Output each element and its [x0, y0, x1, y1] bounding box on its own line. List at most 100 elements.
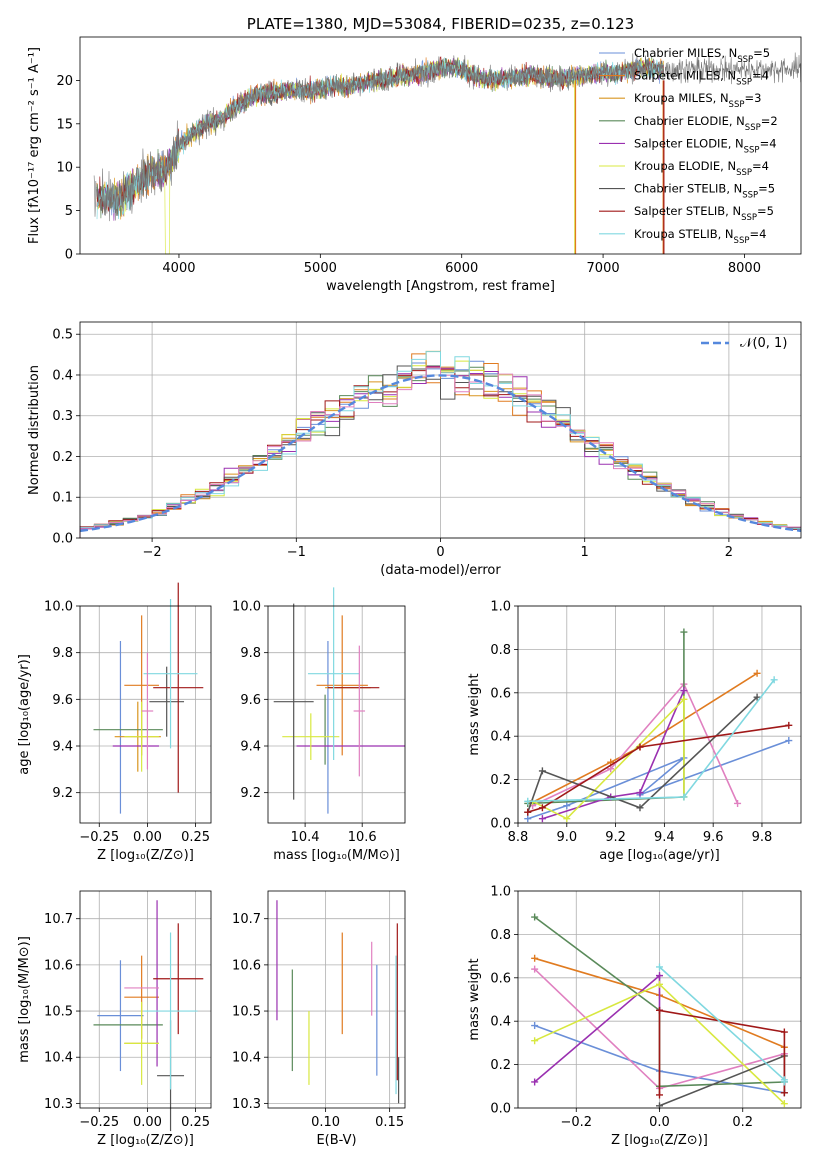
y-tick-label: 9.2 [52, 786, 73, 801]
y-tick-label: 10.6 [44, 958, 73, 973]
weight-point-marker [524, 808, 532, 816]
weight-point-marker [563, 815, 571, 823]
x-tick-label: 0.15 [375, 1115, 404, 1130]
weight-point-marker [636, 743, 644, 751]
chart-title: PLATE=1380, MJD=53084, FIBERID=0235, z=0… [247, 15, 634, 33]
axes-frame [517, 890, 802, 1109]
legend-entry: Kroupa ELODIE, NSSP=4 [634, 159, 769, 178]
x-axis-label: E(B-V) [316, 1133, 356, 1148]
y-tick-label: 9.6 [52, 693, 73, 708]
axes-frame [517, 605, 802, 824]
weight-point-marker [636, 804, 644, 812]
x-tick-label: 0 [436, 545, 444, 560]
y-tick-label: 0.4 [490, 1015, 511, 1030]
legend: 𝒩(0, 1) [701, 336, 787, 351]
legend-entry: Kroupa STELIB, NSSP=4 [634, 227, 766, 246]
weight-point-marker [531, 913, 539, 921]
plot-area [93, 582, 204, 814]
axes-frame [267, 890, 406, 1109]
y-tick-label: 0.1 [52, 491, 73, 506]
panel-residuals: −2 −1 0 1 2 0.0 0.1 0.2 0.3 0.4 0.5 (data-model)/er… [27, 321, 802, 578]
x-tick-label: 2 [725, 545, 733, 560]
y-tick-label: 0.2 [490, 1058, 511, 1073]
y-tick-label: 10.7 [232, 912, 261, 927]
x-tick-label: −0.25 [79, 1115, 119, 1130]
legend-entry: Salpeter ELODIE, NSSP=4 [634, 136, 777, 155]
x-tick-label: 5000 [304, 261, 337, 276]
weight-point-marker [753, 693, 761, 701]
plot-area [93, 52, 801, 255]
y-tick-label: 10.0 [44, 600, 73, 615]
y-tick-label: 10.5 [44, 1005, 73, 1020]
y-tick-label: 10.4 [232, 1051, 261, 1066]
y-tick-label: 10.3 [232, 1097, 261, 1112]
weight-point-marker [780, 1078, 788, 1086]
y-tick-label: 10.7 [44, 912, 73, 927]
y-tick-label: 9.4 [240, 740, 261, 755]
y-tick-label: 0.4 [490, 730, 511, 745]
y-tick-label: 10.5 [232, 1005, 261, 1020]
x-tick-label: −2 [143, 545, 162, 560]
weight-point-marker [780, 1089, 788, 1097]
weight-point-marker [680, 628, 688, 636]
weight-point-marker [734, 799, 742, 807]
x-tick-label: 9.4 [654, 830, 675, 845]
y-tick-label: 0.8 [490, 643, 511, 658]
x-tick-label: 0.0 [649, 1115, 670, 1130]
weight-point-marker [656, 963, 663, 971]
x-axis-label: age [log₁₀(age/yr)] [599, 848, 720, 863]
y-tick-label: 10.4 [44, 1051, 73, 1066]
weight-series-line [527, 724, 789, 813]
plot-area [79, 350, 802, 538]
weight-point-marker [524, 797, 532, 805]
legend-entry: Chabrier STELIB, NSSP=5 [634, 182, 775, 201]
weight-point-marker [785, 737, 793, 745]
y-tick-label: 9.6 [240, 693, 261, 708]
weight-point-marker [531, 1037, 539, 1045]
y-tick-label: 1.0 [490, 885, 511, 900]
axes-frame [267, 605, 406, 824]
x-tick-label: 0.25 [181, 830, 210, 845]
x-tick-label: 10.4 [291, 830, 320, 845]
x-axis-label: wavelength [Angstrom, rest frame] [326, 279, 555, 294]
plot-area [276, 900, 400, 1104]
weight-point-marker [770, 676, 778, 684]
panel-age_vs_mass: 10.4 10.6 9.2 9.4 9.6 9.8 10.0 mass [log₁₀(M/M⊙… [232, 587, 406, 863]
x-tick-label: 0.00 [133, 830, 162, 845]
x-tick-label: 9.0 [556, 830, 577, 845]
plot-area [93, 900, 204, 1132]
y-tick-label: 10.6 [232, 958, 261, 973]
weight-point-marker [607, 765, 615, 773]
y-tick-label: 9.8 [52, 646, 73, 661]
weight-point-marker [656, 1006, 663, 1014]
weight-point-marker [538, 804, 546, 812]
y-tick-label: 9.2 [240, 786, 261, 801]
panel-age_vs_Z: −0.25 0.00 0.25 9.2 9.4 9.6 9.8 10.0 Z [log₁₀(Z/… [17, 582, 212, 863]
legend-entry: Kroupa MILES, NSSP=3 [634, 91, 761, 110]
y-axis-label: Flux [fλ10⁻¹⁷ erg cm⁻² s⁻¹ A⁻¹] [27, 47, 42, 244]
y-tick-label: 0.6 [490, 686, 511, 701]
weight-point-marker [680, 687, 688, 695]
weight-series-line [532, 697, 685, 820]
y-tick-label: 0 [65, 248, 73, 263]
y-tick-label: 9.4 [52, 740, 73, 755]
y-tick-label: 0.4 [52, 368, 73, 383]
weight-series-line [527, 696, 758, 813]
weight-point-marker [680, 793, 688, 801]
y-tick-label: 0.8 [490, 928, 511, 943]
panel-weight_vs_Z: −0.2 0.0 0.2 0.0 0.2 0.4 0.6 0.8 1.0 Z [log₁₀(Z/Z… [467, 885, 802, 1148]
weight-point-marker [780, 1100, 788, 1108]
x-axis-label: mass [log₁₀(M/M⊙)] [273, 848, 400, 863]
weight-point-marker [538, 815, 546, 823]
x-axis-label: Z [log₁₀(Z/Z⊙)] [97, 848, 194, 863]
panel-mass_vs_Z: −0.25 0.00 0.25 10.3 10.4 10.5 10.6 10.7 Z [log₁… [17, 890, 212, 1148]
axes-frame [79, 605, 212, 824]
y-tick-label: 0.2 [490, 773, 511, 788]
x-axis-label: (data-model)/error [380, 563, 501, 578]
weight-point-marker [538, 767, 546, 775]
weight-point-marker [656, 1091, 663, 1099]
weight-point-marker [531, 954, 539, 962]
spectrum-data-line [93, 52, 801, 222]
x-tick-label: 9.2 [605, 830, 626, 845]
x-tick-label: 8.8 [508, 830, 529, 845]
